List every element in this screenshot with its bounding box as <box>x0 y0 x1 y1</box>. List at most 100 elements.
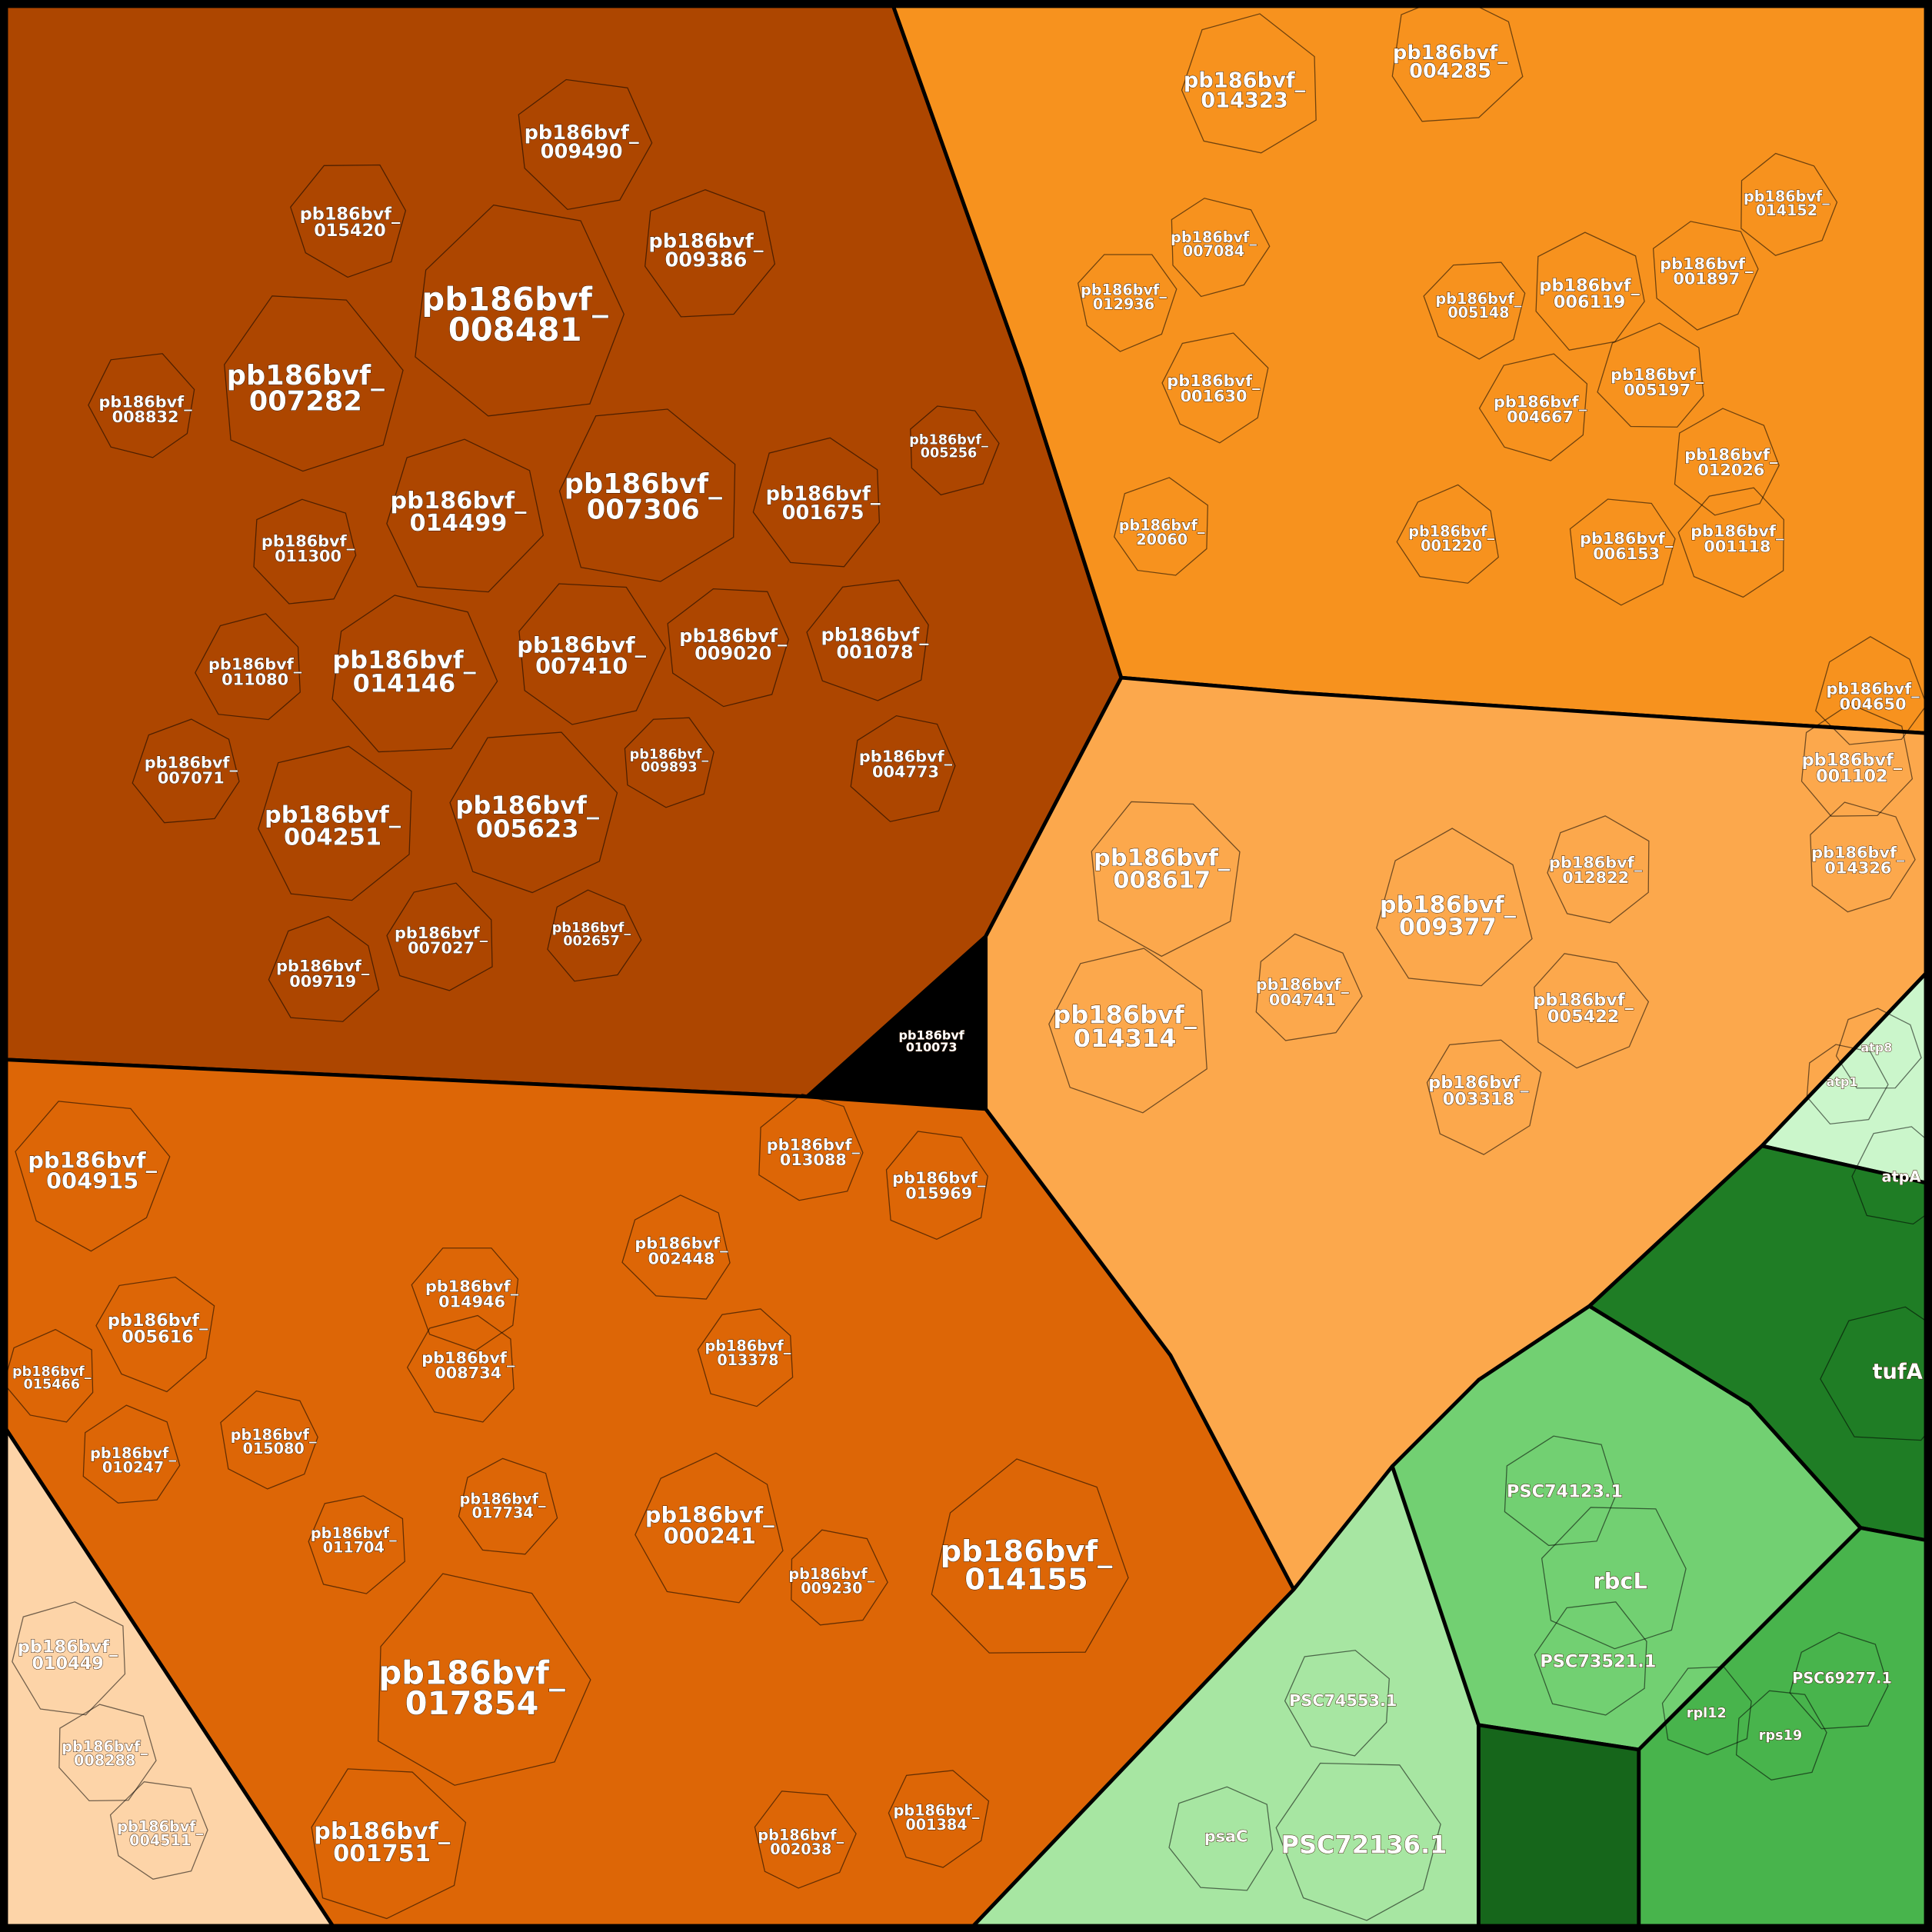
cell-label: pb186bvf_ 015969 <box>892 1169 986 1203</box>
label-line: 011704 <box>323 1538 385 1556</box>
cell-label: pb186bvf_ 009490 <box>525 122 639 163</box>
label-line: 008832 <box>112 408 179 426</box>
cell-label: pb186bvf_ 014499 <box>390 488 527 537</box>
label-line: pb186bvf_ <box>1380 892 1517 919</box>
label-line: 009230 <box>801 1579 862 1597</box>
cell <box>1077 254 1178 352</box>
label-line: 014146 <box>353 669 456 698</box>
cell-label: pb186bvf_ 006153 <box>1580 529 1674 563</box>
cell <box>635 1452 784 1604</box>
label-line: PSC74553.1 <box>1289 1691 1397 1710</box>
cell <box>1534 1601 1647 1716</box>
cell <box>621 1194 731 1300</box>
cell <box>1820 1306 1932 1441</box>
cell-label: pb186bvf_ 011300 <box>261 531 355 565</box>
cell <box>1376 828 1533 987</box>
label-line: pb186bvf_ <box>1690 521 1784 540</box>
cell <box>850 715 956 822</box>
label-line: 001897 <box>1673 270 1740 288</box>
cell <box>268 915 380 1022</box>
label-line: pb186bvf_ <box>1094 845 1231 872</box>
label-line: 010073 <box>906 1040 958 1054</box>
cell-label: pb186bvf_ 002657 <box>552 921 631 949</box>
cell <box>224 295 404 472</box>
cells <box>3 0 1932 1921</box>
label-line: 009020 <box>695 643 771 665</box>
cell <box>1597 322 1704 428</box>
label-line: pb186bvf_ <box>1436 290 1522 308</box>
label-line: 012822 <box>1562 868 1629 887</box>
label-line: pb186bvf_ <box>378 1654 565 1692</box>
label-line: atp1 <box>1827 1074 1858 1089</box>
cell-label: pb186bvf_ 014155 <box>941 1534 1114 1597</box>
label-line: pb186bvf_ <box>1119 517 1205 535</box>
cell-label: pb186bvf_ 004650 <box>1827 680 1920 714</box>
label-line: 004667 <box>1507 408 1574 426</box>
label-line: pb186bvf_ <box>455 791 599 820</box>
label-line: 005616 <box>122 1327 194 1347</box>
label-line: pb186bvf_ <box>1393 42 1507 65</box>
cell <box>518 583 667 725</box>
cell <box>885 1131 988 1241</box>
cell-label: pb186bvf_ 007071 <box>145 754 238 788</box>
label-line: pb186bvf_ <box>18 1637 118 1657</box>
cell <box>1815 636 1927 745</box>
cell-label: pb186bvf_ 006119 <box>1539 275 1640 311</box>
label-line: 007282 <box>249 386 362 418</box>
cell <box>1535 232 1645 351</box>
label-line: pb186bvf_ <box>941 1534 1114 1569</box>
label-line: pb186bvf_ <box>894 1802 980 1820</box>
label-line: pb186bvf_ <box>227 360 385 391</box>
label-line: 002448 <box>648 1249 715 1267</box>
cell <box>1426 1039 1542 1155</box>
cell <box>1806 1044 1889 1125</box>
cell <box>758 1093 864 1201</box>
cell-label: pb186bvf_ 004285 <box>1393 42 1507 83</box>
cell-label: pb186bvf_ 013378 <box>705 1337 791 1369</box>
label-line: pb186bvf_ <box>332 645 476 675</box>
label-line: 005148 <box>1447 304 1509 321</box>
label-line: 000241 <box>664 1523 756 1549</box>
cell <box>1478 353 1588 461</box>
cell <box>58 1704 157 1802</box>
cell <box>558 408 736 582</box>
cell-label: pb186bvf_ 20060 <box>1119 517 1205 548</box>
cell-label: pb186bvf_ 000241 <box>645 1502 774 1549</box>
label-line: pb186bvf_ <box>12 1364 92 1380</box>
cell <box>1541 1507 1687 1650</box>
label-line: pb186bvf_ <box>517 632 646 658</box>
cell-label: pb186bvf_ 005616 <box>108 1311 208 1347</box>
cell <box>1391 0 1524 122</box>
cell-label: pb186bvf_ 015080 <box>231 1426 317 1457</box>
cell <box>518 78 653 211</box>
label-line: pb186bvf_ <box>1408 523 1494 541</box>
label-line: pb186bvf_ <box>565 468 723 500</box>
cell-label: pb186bvf_ 008617 <box>1094 845 1231 894</box>
cell <box>95 1276 215 1393</box>
label-line: pb186bvf_ <box>909 433 988 448</box>
label-line: pb186bvf_ <box>758 1827 844 1844</box>
cell <box>1810 801 1916 913</box>
cell <box>253 498 357 605</box>
label-line: pb186bvf_ <box>390 488 527 515</box>
label-line: 001220 <box>1421 537 1482 555</box>
cell-label: pb186bvf_ 014323 <box>1184 69 1306 113</box>
label-line: pb186bvf_ <box>425 1277 519 1296</box>
cell-label: pb186bvf_ 015466 <box>12 1364 92 1393</box>
label-line: 005197 <box>1624 381 1690 399</box>
label-line: 013378 <box>717 1351 778 1369</box>
label-line: pb186bvf_ <box>1053 1000 1197 1029</box>
cell-label: pb186bvf_ 008832 <box>98 392 192 426</box>
cell-label: pb186bvf_ 005197 <box>1611 365 1704 399</box>
label-line: pb186bvf_ <box>1744 188 1830 205</box>
label-line: 011080 <box>222 670 288 688</box>
cell-label: pb186bvf_ 014946 <box>425 1277 519 1311</box>
label-line: pb186bvf_ <box>1549 853 1643 871</box>
label-line: pb186bvf_ <box>1167 371 1261 390</box>
label-line: 012936 <box>1093 295 1154 313</box>
label-line: 008617 <box>1113 868 1211 894</box>
label-line: 013088 <box>780 1151 847 1169</box>
label-line: pb186bvf_ <box>705 1337 791 1355</box>
label-line: 014152 <box>1756 202 1817 219</box>
